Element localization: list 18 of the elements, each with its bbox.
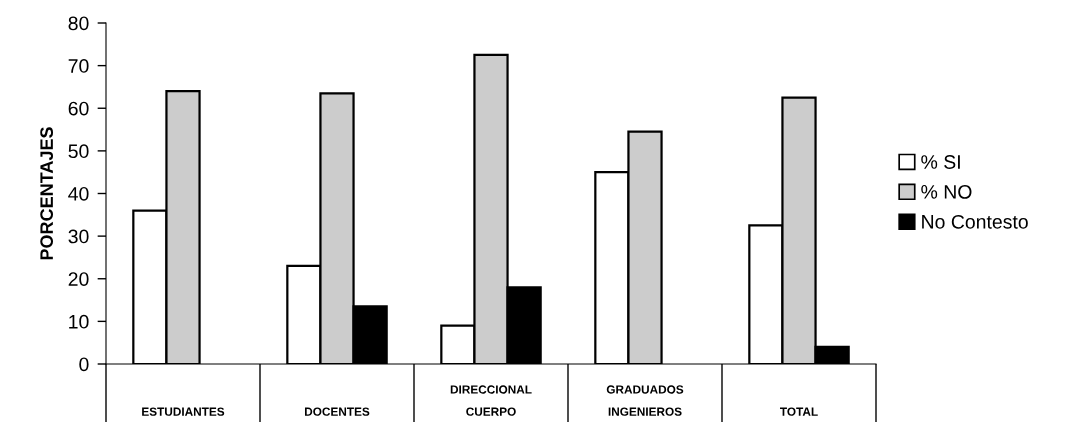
y-tick-label: 40 (68, 186, 89, 201)
y-tick-label: 70 (68, 59, 89, 73)
x-tick-label: ESTUDIANTES (142, 407, 225, 416)
legend-label: No Contesto (922, 214, 1028, 229)
y-tick-label: 60 (68, 101, 89, 116)
y-tick-label: 20 (68, 272, 89, 286)
legend-label: % SI (921, 155, 960, 169)
x-tick-label: TOTAL (780, 407, 818, 416)
y-tick-label: 10 (69, 314, 89, 329)
y-tick-label: 30 (68, 229, 89, 244)
y-tick-label: 50 (68, 144, 89, 159)
legend-label: % NO (921, 185, 972, 199)
y-tick-label: 0 (79, 357, 89, 372)
x-tick-label: GRADUADOS INGENIEROS (606, 385, 684, 416)
x-tick-label: DOCENTES (304, 407, 370, 416)
y-axis-title: PORCENTAJES (40, 127, 54, 260)
y-tick-label: 80 (68, 16, 89, 31)
x-tick-label: DIRECCIONAL CUERPO (450, 385, 532, 416)
